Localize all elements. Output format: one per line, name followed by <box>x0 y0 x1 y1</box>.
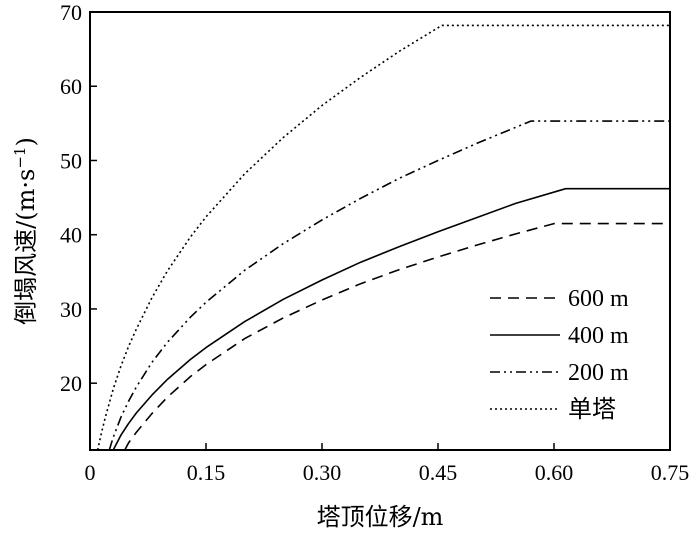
plot-frame <box>89 11 671 451</box>
plot-area <box>89 11 671 451</box>
series-line-dotted <box>96 24 670 451</box>
y-tick-label: 40 <box>60 223 82 248</box>
y-tick-label: 60 <box>60 74 82 99</box>
y-tick-label: 20 <box>60 371 82 396</box>
y-axis-title-main: 倒塌风速/(m·s <box>12 169 40 325</box>
legend: 600 m 400 m 200 m 单塔 <box>490 286 629 423</box>
y-axis-title: 倒塌风速/(m·s−1) <box>11 137 40 325</box>
y-axis-title-superscript: −1 <box>11 147 29 169</box>
x-tick-label: 0.30 <box>303 460 342 485</box>
y-axis-title-end: ) <box>12 137 40 146</box>
series-line-solid <box>112 187 670 451</box>
legend-label: 200 m <box>568 360 629 386</box>
x-tick-label: 0.60 <box>535 460 574 485</box>
y-tick-label: 30 <box>60 297 82 322</box>
series-line-dashed <box>124 222 670 451</box>
x-tick-label: 0.45 <box>419 460 458 485</box>
legend-label: 600 m <box>568 286 629 312</box>
y-axis-ticks: 20 30 40 50 60 70 <box>60 0 97 396</box>
y-tick-label: 70 <box>60 0 82 25</box>
x-axis-ticks: 0 0.15 0.30 0.45 0.60 0.75 <box>85 443 690 485</box>
x-tick-label: 0.75 <box>651 460 690 485</box>
x-axis-title: 塔顶位移/m <box>317 503 444 531</box>
x-tick-label: 0.15 <box>187 460 226 485</box>
series-line-dashdotdot <box>108 120 670 451</box>
y-tick-label: 50 <box>60 148 82 173</box>
series-layer <box>96 24 670 451</box>
x-tick-label: 0 <box>85 460 96 485</box>
legend-label: 单塔 <box>568 396 616 423</box>
legend-label: 400 m <box>568 323 629 349</box>
